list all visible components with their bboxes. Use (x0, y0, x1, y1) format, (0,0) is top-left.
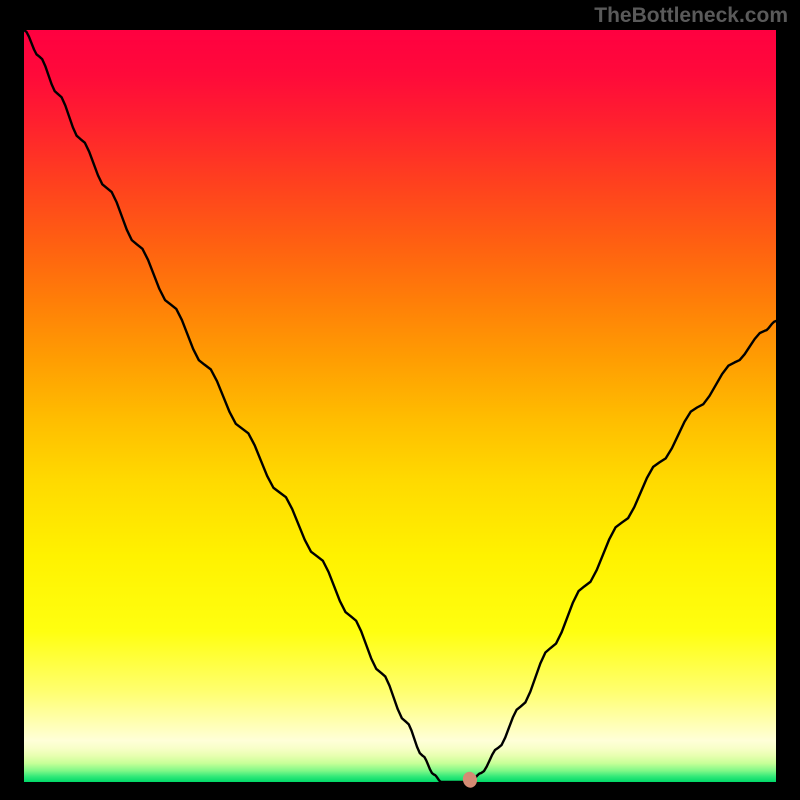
plot-background (24, 30, 776, 782)
bottleneck-chart (0, 0, 800, 800)
watermark-label: TheBottleneck.com (594, 4, 788, 28)
chart-container: TheBottleneck.com (0, 0, 800, 800)
